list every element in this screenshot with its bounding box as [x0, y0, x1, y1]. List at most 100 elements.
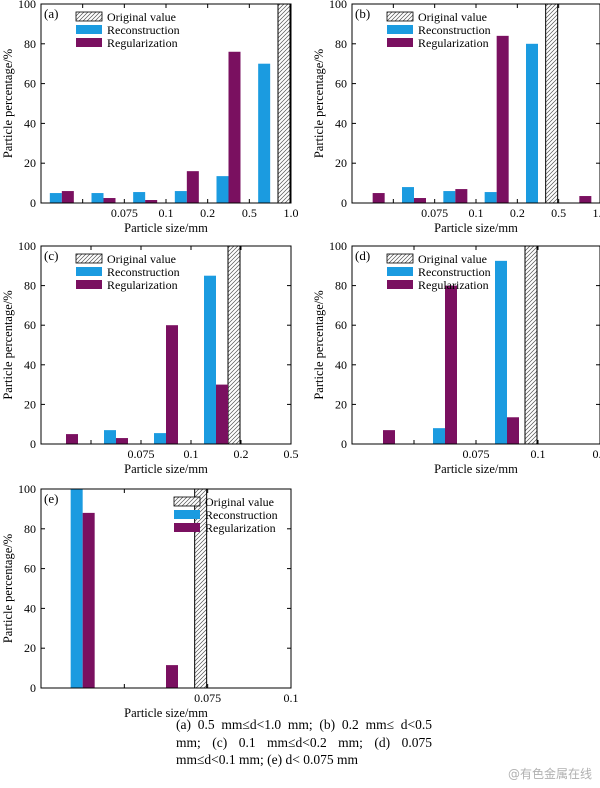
panel-e-xtick-label: 0.1 — [284, 691, 299, 705]
panel-c-bar-regularization — [166, 325, 178, 444]
panel-a-bar-reconstruction — [49, 193, 62, 203]
panel-b-xtick-label: 0.075 — [421, 206, 448, 220]
panel-b-frame — [351, 3, 600, 204]
panel-a-bar-reconstruction — [216, 176, 229, 203]
panel-c-xtick-label: 0.075 — [128, 447, 155, 461]
caption-a: (a) 0.5 mm≤d<1.0 mm; — [176, 717, 313, 732]
panel-c-legend-label: Regularization — [107, 278, 178, 292]
panel-a-legend-label: Original value — [107, 10, 176, 24]
panel-b-bar-reconstruction — [402, 187, 414, 203]
panel-b-legend-swatch — [386, 11, 414, 22]
panel-a-bar-original-value — [277, 3, 291, 204]
panel-a-bar-reconstruction — [91, 193, 104, 203]
panel-c-bar-original-value — [227, 245, 241, 445]
panel-d-xlabel: Particle size/mm — [434, 462, 518, 476]
panel-c-frame — [40, 245, 292, 445]
watermark: @有色金属在线 — [507, 767, 592, 781]
panel-a-bar-regularization — [186, 171, 199, 203]
panel-d-xtick-label: 0.1 — [531, 447, 546, 461]
panel-b-bar-regularization — [579, 196, 592, 203]
panel-c-legend-swatch — [75, 253, 103, 264]
panel-b-xtick-label: 1.0 — [593, 206, 600, 220]
panel-b-ytick-label: 60 — [335, 77, 347, 91]
panel-b-ytick-label: 20 — [335, 156, 347, 170]
panel-a-ytick-label: 0 — [30, 196, 36, 210]
panel-e-ytick-label: 40 — [24, 601, 36, 615]
panel-e-legend-label: Original value — [205, 495, 274, 509]
panel-b-bar-original-value — [545, 3, 559, 204]
panel-d-xtick-label: 0.2 — [593, 447, 600, 461]
panel-b-legend-label: Original value — [418, 10, 487, 24]
panel-b-ytick-label: 80 — [335, 37, 347, 51]
figure-canvas: 0 20 40 60 80 100 0.075 0.1 0.2 0.5 1.0 (a) Original… — [1, 0, 600, 720]
panel-e-ylabel: Particle percentage/% — [1, 534, 15, 643]
panel-d-legend-label: Original value — [418, 252, 487, 266]
panel-b-ytick-label: 0 — [341, 196, 347, 210]
panel-c-ylabel: Particle percentage/% — [1, 290, 15, 399]
panel-d-legend-label: Regularization — [418, 278, 489, 292]
panel-a-label: (a) — [44, 6, 58, 21]
panel-d-ytick-label: 80 — [335, 279, 347, 293]
panel-d-frame — [351, 245, 600, 445]
panel-e-ytick-label: 0 — [30, 681, 36, 695]
panel-b-bar-reconstruction — [526, 43, 538, 203]
panel-c-ytick-label: 100 — [18, 239, 36, 253]
panel-b-bar-regularization — [414, 198, 426, 203]
panel-b-ytick-label: 40 — [335, 116, 347, 130]
panel-b-ylabel: Particle percentage/% — [312, 49, 326, 158]
panel-b-xtick-label: 0.1 — [469, 206, 484, 220]
panel-c-bar-reconstruction — [204, 275, 216, 444]
panel-d-ytick-label: 40 — [335, 358, 347, 372]
panel-c-legend-label: Reconstruction — [107, 265, 180, 279]
panel-a-ytick-label: 100 — [18, 0, 36, 11]
panel-d-bar-reconstruction — [495, 260, 507, 444]
panel-a-frame — [40, 3, 292, 204]
panel-d-bar-reconstruction — [433, 428, 445, 444]
panel-e-ytick-label: 100 — [18, 482, 36, 496]
panel-a-legend-swatch — [76, 25, 102, 34]
panel-d-ylabel: Particle percentage/% — [312, 290, 326, 399]
panel-b-bar-reconstruction — [443, 191, 456, 203]
panel-b-legend-swatch — [387, 25, 413, 34]
panel-c-ytick-label: 60 — [24, 318, 36, 332]
panel-a-xlabel: Particle size/mm — [124, 221, 208, 235]
panel-b-bar-regularization — [455, 189, 468, 203]
panel-a-legend-swatch — [76, 38, 102, 47]
panel-a-legend-label: Reconstruction — [107, 23, 180, 37]
panel-e-legend-label: Reconstruction — [205, 508, 278, 522]
panel-b-bar-regularization — [496, 35, 509, 204]
panel-c-ytick-label: 40 — [24, 358, 36, 372]
panel-a-ytick-label: 60 — [24, 77, 36, 91]
panel-d-label: (d) — [355, 248, 370, 263]
panel-d-xtick-label: 0.075 — [463, 447, 490, 461]
panel-d-ytick-label: 60 — [335, 318, 347, 332]
panel-e-legend-label: Regularization — [205, 521, 276, 535]
panel-e-frame — [40, 488, 292, 689]
panel-a-legend-swatch — [75, 11, 103, 22]
panel-c-ytick-label: 80 — [24, 279, 36, 293]
panel-a-ytick-label: 20 — [24, 156, 36, 170]
panel-a-bar-regularization — [61, 191, 74, 203]
panel-b-label: (b) — [355, 6, 370, 21]
panel-c-bar-regularization — [216, 384, 228, 444]
panel-a-xtick-label: 0.5 — [242, 206, 257, 220]
figure-caption: (a) 0.5 mm≤d<1.0 mm; (b) 0.2 mm≤ d<0.5 m… — [176, 716, 432, 769]
panel-c-legend-label: Original value — [107, 252, 176, 266]
panel-b-legend-label: Reconstruction — [418, 23, 491, 37]
panel-a-xtick-label: 0.1 — [159, 206, 174, 220]
panel-d-ytick-label: 0 — [341, 437, 347, 451]
panel-e-legend-swatch — [174, 510, 200, 519]
panel-a-legend-label: Regularization — [107, 36, 178, 50]
caption-e: (e) d< 0.075 mm — [267, 752, 359, 767]
panel-e-label: (e) — [44, 491, 58, 506]
panel-b-legend-label: Regularization — [418, 36, 489, 50]
panel-a-ylabel: Particle percentage/% — [1, 49, 15, 158]
panel-d-legend-swatch — [386, 253, 414, 264]
panel-e-bar-reconstruction — [70, 489, 83, 688]
panel-e-xlabel: Particle size/mm — [124, 706, 208, 720]
panel-a-bar-reconstruction — [133, 192, 146, 203]
panel-d-legend-swatch — [387, 267, 413, 276]
panel-e-xtick-label: 0.075 — [194, 691, 221, 705]
panel-c-legend-swatch — [76, 267, 102, 276]
panel-b-xlabel: Particle size/mm — [434, 221, 518, 235]
